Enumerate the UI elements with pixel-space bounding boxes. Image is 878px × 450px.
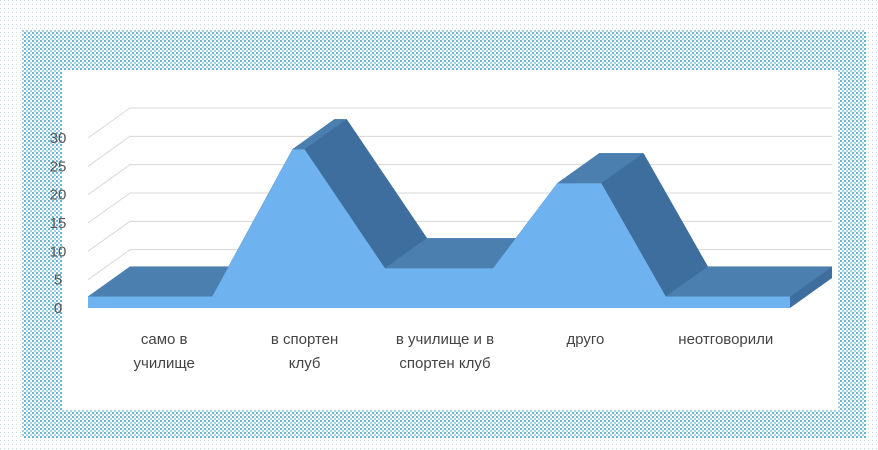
surface-end-cap: [790, 266, 832, 308]
category-label: в спортен: [271, 331, 338, 348]
y-tick-label: 10: [50, 243, 67, 260]
area-series-front: [88, 149, 790, 308]
gridline: [87, 107, 832, 139]
category-label: само в: [141, 331, 188, 348]
category-label: в училище и в: [396, 331, 494, 348]
category-label: клуб: [289, 355, 321, 372]
category-label: неотговорили: [678, 331, 773, 348]
category-label: друго: [566, 331, 604, 348]
y-tick-label: 20: [50, 187, 67, 204]
gridline: [87, 135, 832, 167]
y-tick-label: 0: [54, 300, 62, 317]
category-label: училище: [134, 355, 195, 372]
y-tick-label: 30: [50, 130, 67, 147]
y-tick-label: 5: [54, 272, 62, 289]
y-tick-label: 15: [50, 215, 67, 232]
x-axis-categories: само в училище в спортен клуб в училище и в с…: [134, 331, 774, 372]
chart-surface: [87, 118, 833, 308]
category-label: спортен клуб: [399, 355, 490, 372]
y-axis-ticks: 0 5 10 15 20 25 30: [50, 130, 67, 317]
y-tick-label: 25: [50, 158, 67, 175]
